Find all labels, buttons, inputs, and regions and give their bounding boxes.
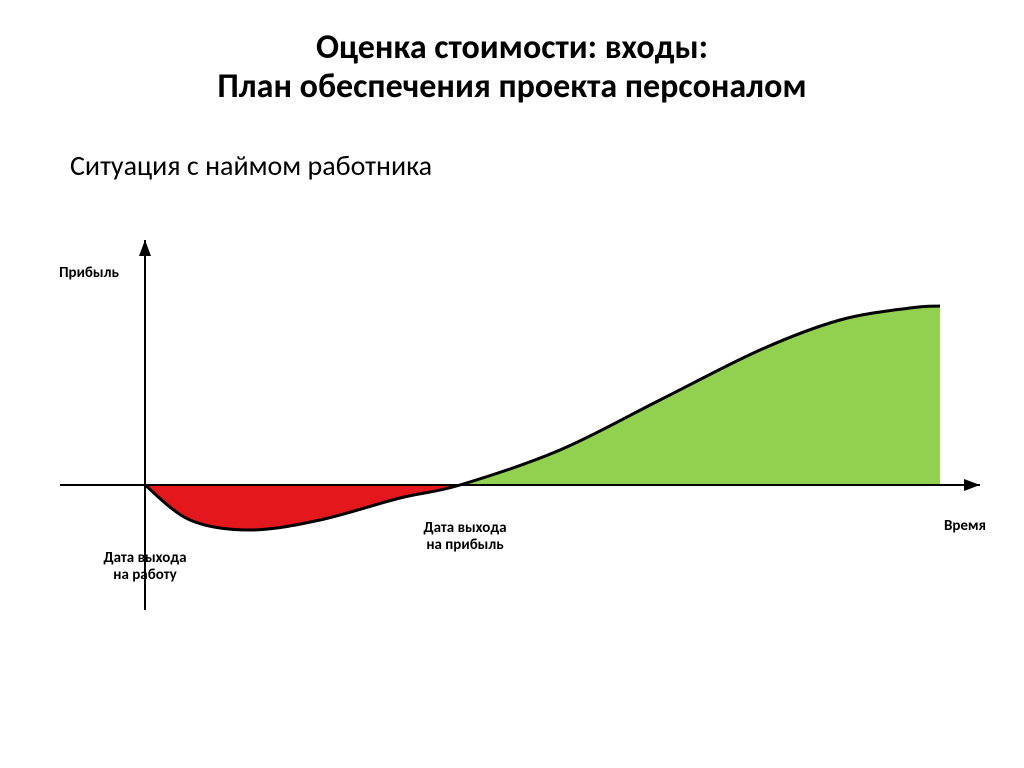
title-line2: План обеспечения проекта персоналом bbox=[217, 66, 806, 107]
profit-date-label: Дата выхода на прибыль bbox=[400, 520, 530, 555]
profit-date-line1: Дата выхода bbox=[423, 519, 506, 537]
title-line1: Оценка стоимости: входы: bbox=[316, 27, 708, 68]
start-date-label: Дата выхода на работу bbox=[80, 550, 210, 585]
start-date-line2: на работу bbox=[113, 566, 176, 584]
slide: Оценка стоимости: входы: План обеспечени… bbox=[0, 0, 1024, 768]
y-axis-label: Прибыль bbox=[40, 265, 138, 282]
slide-subtitle: Ситуация с наймом работника bbox=[70, 148, 432, 183]
profit-date-line2: на прибыль bbox=[426, 536, 503, 554]
start-date-line1: Дата выхода bbox=[103, 549, 186, 567]
profit-chart: Прибыль Время Дата выхода на работу Дата… bbox=[40, 230, 1000, 630]
x-axis-label: Время bbox=[930, 518, 1000, 535]
slide-title: Оценка стоимости: входы: План обеспечени… bbox=[0, 28, 1024, 106]
